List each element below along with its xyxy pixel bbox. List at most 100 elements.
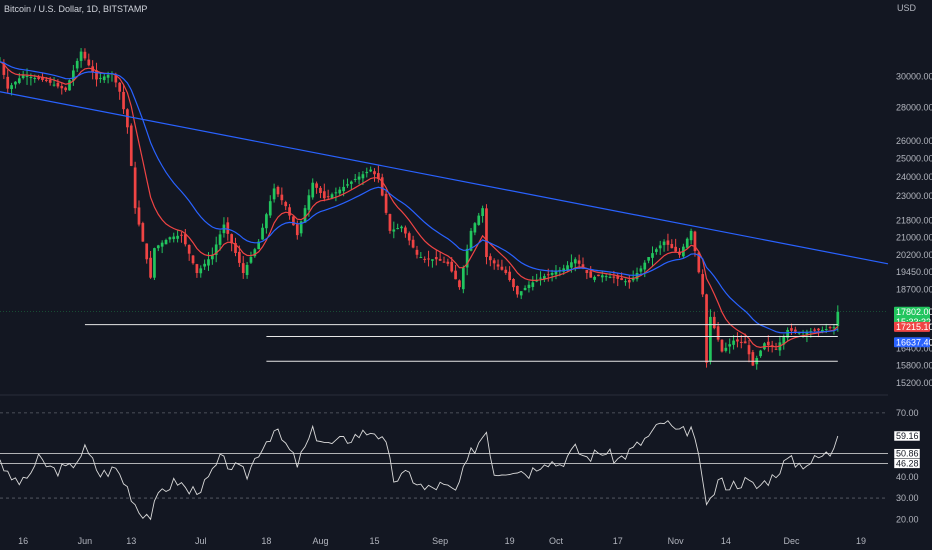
candle: [419, 257, 423, 259]
candle: [41, 76, 44, 80]
date-tick-label: 19: [505, 536, 515, 546]
candle: [477, 215, 481, 225]
candle: [56, 82, 60, 87]
candle: [249, 257, 253, 263]
candle: [728, 344, 732, 347]
candle: [492, 260, 496, 264]
rsi-tick-label: 30.00: [896, 493, 919, 503]
candle: [149, 257, 152, 278]
candle: [724, 347, 728, 351]
candle: [554, 271, 558, 275]
candle: [210, 254, 214, 260]
candle: [705, 294, 708, 363]
price-tick-label: 26000.00: [896, 136, 932, 146]
rsi-badge-label: 50.86: [896, 449, 919, 459]
candle: [793, 329, 797, 332]
candle: [346, 184, 349, 186]
candle: [52, 84, 56, 86]
rsi-badge: [893, 430, 921, 442]
candle: [531, 282, 535, 287]
trendline: [0, 91, 889, 265]
candle: [365, 171, 369, 174]
candle: [334, 192, 338, 194]
candle: [504, 269, 508, 273]
price-tick-label: 24000.00: [896, 172, 932, 182]
candle: [813, 329, 816, 331]
chart-title: Bitcoin / U.S. Dollar, 1D, BITSTAMP: [4, 4, 147, 14]
candle: [176, 235, 179, 239]
currency-label: USD: [897, 3, 917, 13]
candle: [481, 208, 484, 217]
candle: [716, 326, 720, 340]
candle: [577, 260, 581, 264]
candle: [643, 262, 647, 270]
date-tick-label: 13: [126, 536, 136, 546]
candle: [373, 171, 376, 175]
candle: [191, 255, 195, 264]
price-tick-label: 16400.00: [896, 344, 932, 354]
candle: [604, 276, 608, 278]
candle: [60, 86, 64, 89]
candle: [546, 274, 550, 276]
candle: [543, 276, 546, 279]
candle: [805, 331, 809, 335]
date-tick-label: Aug: [312, 536, 328, 546]
rsi-tick-label: 20.00: [896, 514, 919, 524]
price-tick-label: 15200.00: [896, 378, 932, 388]
candle: [666, 240, 670, 245]
candle: [427, 258, 430, 260]
date-tick-label: 19: [856, 536, 866, 546]
candle: [500, 266, 504, 270]
candle: [288, 207, 291, 216]
candle: [195, 264, 199, 273]
candle: [226, 222, 230, 234]
candle: [431, 259, 434, 261]
ema-slow-line: [0, 61, 839, 334]
candle: [10, 85, 13, 90]
candle: [573, 259, 577, 264]
candle: [315, 183, 318, 188]
candle: [562, 268, 566, 272]
candle: [654, 249, 658, 252]
candle: [786, 329, 789, 338]
date-tick-label: 14: [721, 536, 731, 546]
candle: [766, 341, 770, 346]
candle: [245, 264, 249, 276]
candle: [203, 263, 206, 267]
candle: [639, 268, 643, 272]
candle: [821, 329, 824, 333]
rsi-badge-label: 46.28: [896, 458, 919, 468]
candle: [458, 280, 461, 288]
candle: [411, 239, 415, 248]
candle: [485, 208, 488, 258]
candle: [83, 51, 87, 59]
rsi-tick-label: 70.00: [896, 408, 919, 418]
candle: [709, 316, 712, 362]
candle: [404, 227, 407, 234]
price-tick-label: 21800.00: [896, 215, 932, 225]
candle: [527, 284, 531, 288]
price-tick-label: 28000.00: [896, 103, 932, 113]
date-tick-label: Oct: [549, 536, 564, 546]
candle: [589, 271, 593, 278]
candle: [307, 195, 311, 210]
candle: [817, 328, 820, 331]
candle: [407, 233, 411, 241]
rsi-line: [0, 420, 839, 521]
candle: [828, 327, 832, 329]
candle: [454, 270, 457, 280]
candle: [712, 316, 716, 329]
candle: [593, 276, 596, 280]
candle: [99, 77, 102, 79]
candle: [832, 327, 836, 329]
candle: [651, 253, 654, 258]
candle: [261, 227, 264, 240]
candle: [620, 278, 623, 281]
candle: [377, 173, 380, 179]
candle: [516, 286, 519, 295]
candle: [137, 207, 141, 225]
candle: [488, 256, 492, 261]
candle: [597, 274, 600, 277]
candle: [319, 187, 322, 193]
price-tick-label: 19450.00: [896, 267, 932, 277]
